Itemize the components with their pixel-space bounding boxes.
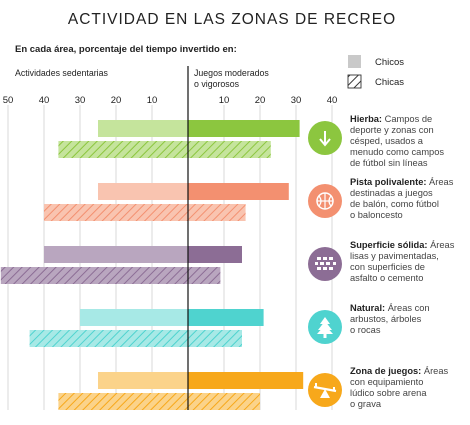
description-pista-polivalente: Pista polivalente: Áreas destinadas a jue… [350, 177, 454, 220]
basketball-icon [308, 184, 342, 218]
bar-superficie-solida-chicos-vigorosos [188, 246, 242, 263]
legend-label-chicos: Chicos [375, 57, 404, 68]
tick-label: 50 [3, 95, 14, 106]
bar-zona-de-juegos-chicos-vigorosos [188, 372, 304, 389]
category-name: Pista polivalente: [350, 177, 426, 187]
category-descriptions: Hierba: Campos de deporte y zonas con césp… [308, 114, 455, 409]
bar-hierba-chicos-sedentarias [98, 120, 188, 137]
bar-hierba-chicas-vigorosos [188, 141, 271, 158]
bar-natural-chicas-sedentarias [29, 330, 188, 347]
tick-label: 40 [327, 95, 338, 106]
category-name: Hierba: [350, 114, 382, 124]
bar-natural-chicas-vigorosos [188, 330, 242, 347]
category-name: Zona de juegos: [350, 366, 421, 376]
legend-label-chicas: Chicas [375, 77, 404, 88]
description-zona-de-juegos: Zona de juegos: Áreas con equipamiento lúd… [350, 366, 449, 409]
bar-hierba-chicos-vigorosos [188, 120, 300, 137]
bar-pista-polivalente-chicas-sedentarias [44, 204, 188, 221]
category-name: Natural: [350, 303, 385, 313]
bar-zona-de-juegos-chicas-sedentarias [58, 393, 189, 410]
tick-label: 10 [147, 95, 158, 106]
tick-label: 40 [39, 95, 50, 106]
bar-superficie-solida-chicas-vigorosos [188, 267, 221, 284]
arrow-down-icon [308, 121, 342, 155]
bar-pista-polivalente-chicas-vigorosos [188, 204, 246, 221]
tick-label: 20 [111, 95, 122, 106]
bars [0, 120, 304, 410]
description-natural: Natural: Áreas con arbustos, árboles o roc… [350, 303, 430, 335]
bar-superficie-solida-chicos-sedentarias [44, 246, 188, 263]
tick-label: 20 [255, 95, 266, 106]
seesaw-icon [308, 373, 342, 407]
bar-zona-de-juegos-chicos-sedentarias [98, 372, 188, 389]
legend-swatch-chicos [348, 55, 361, 68]
category-name: Superficie sólida: [350, 240, 428, 250]
right-axis-label-line1: Juegos moderados [194, 68, 269, 78]
description-hierba: Hierba: Campos de deporte y zonas con césp… [350, 114, 444, 168]
right-axis-label-line2: o vigorosos [194, 79, 240, 89]
tick-label: 30 [291, 95, 302, 106]
bar-natural-chicos-vigorosos [188, 309, 264, 326]
tick-labels: 60504030201010203040 [3, 95, 338, 106]
tree-icon [308, 310, 342, 344]
legend-swatch-chicas [347, 74, 362, 89]
bar-pista-polivalente-chicos-sedentarias [98, 183, 188, 200]
bar-superficie-solida-chicas-sedentarias [0, 267, 188, 284]
bar-natural-chicos-sedentarias [80, 309, 188, 326]
chart-title: ACTIVIDAD EN LAS ZONAS DE RECREO [68, 11, 396, 28]
left-axis-label: Actividades sedentarias [15, 68, 109, 78]
legend: Chicos Chicas [347, 55, 404, 89]
bar-zona-de-juegos-chicas-vigorosos [188, 393, 260, 410]
chart-subtitle: En cada área, porcentaje del tiempo inve… [15, 44, 237, 55]
pavement-icon [308, 247, 342, 281]
description-superficie-solida: Superficie sólida: Áreas lisas y paviment… [350, 240, 455, 283]
tick-label: 10 [219, 95, 230, 106]
bar-pista-polivalente-chicos-vigorosos [188, 183, 289, 200]
bar-hierba-chicas-sedentarias [58, 141, 189, 158]
tick-label: 30 [75, 95, 86, 106]
